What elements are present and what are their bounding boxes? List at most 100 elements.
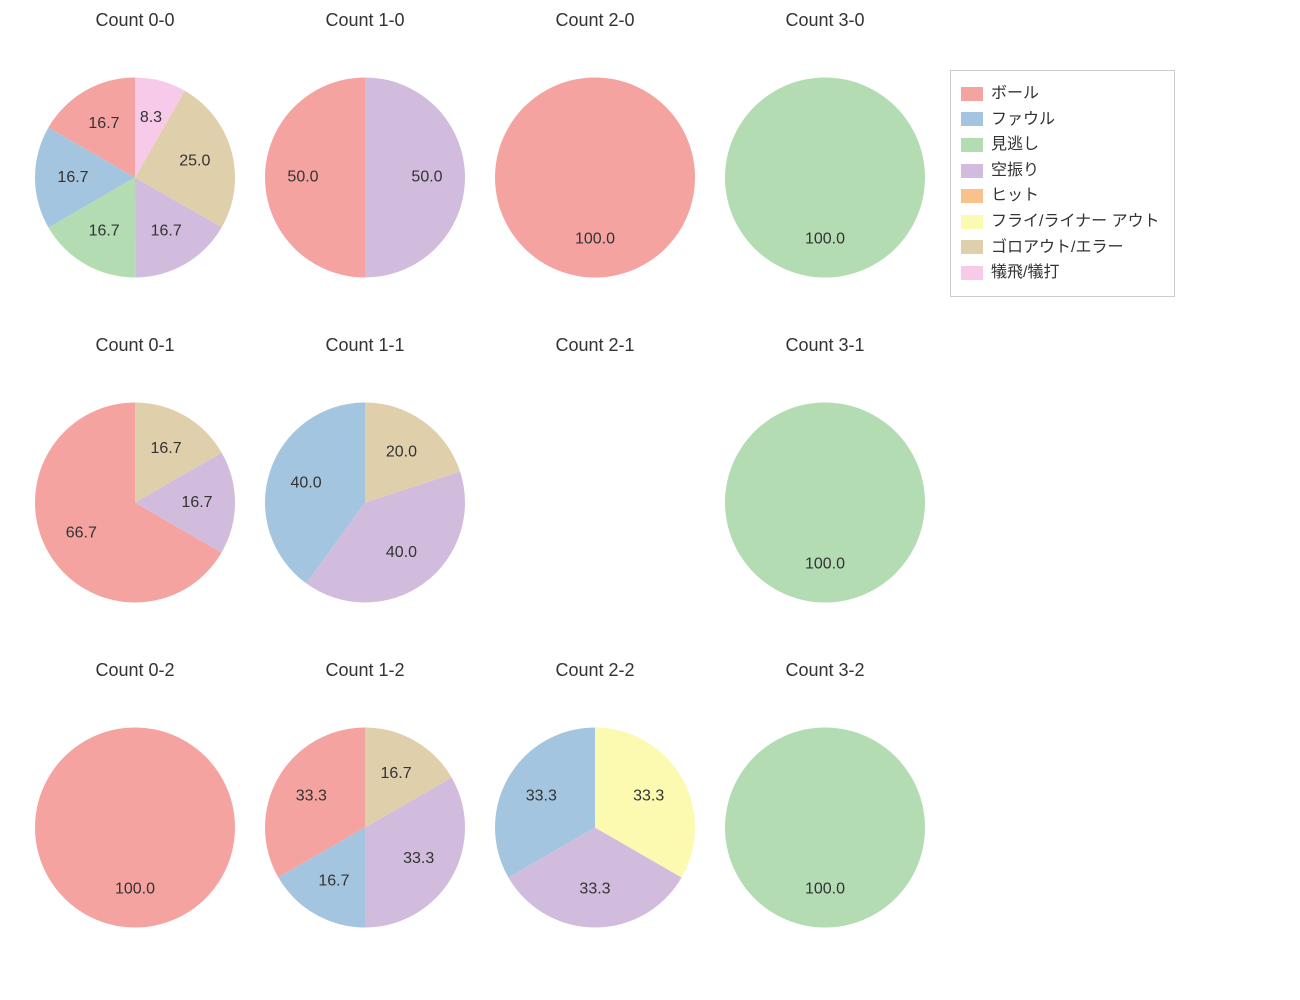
pie-chart: Count 1-1 40.0 40.0 20.0 <box>250 335 480 645</box>
legend-item: ボール <box>961 81 1160 107</box>
chart-title: Count 0-1 <box>20 335 250 356</box>
pie-chart: Count 0-2 100.0 <box>20 660 250 970</box>
pie-svg: 33.3 33.3 33.3 <box>475 708 715 948</box>
slice-label: 40.0 <box>386 544 417 561</box>
slice-label: 100.0 <box>575 231 615 248</box>
pie-chart: Count 2-2 33.3 33.3 33.3 <box>480 660 710 970</box>
slice-label: 100.0 <box>805 231 845 248</box>
chart-title: Count 2-1 <box>480 335 710 356</box>
chart-title: Count 3-2 <box>710 660 940 681</box>
slice-label: 16.7 <box>57 169 88 186</box>
legend-swatch <box>961 112 983 126</box>
chart-title: Count 1-2 <box>250 660 480 681</box>
pie-wrap <box>475 383 715 628</box>
pie-wrap: 100.0 <box>705 708 945 953</box>
legend-swatch <box>961 215 983 229</box>
legend-swatch <box>961 138 983 152</box>
pie-chart: Count 2-0 100.0 <box>480 10 710 320</box>
legend-label: 空振り <box>991 158 1039 184</box>
legend-label: 犠飛/犠打 <box>991 260 1059 286</box>
legend-item: 見逃し <box>961 132 1160 158</box>
pie-svg: 16.7 16.7 16.7 16.7 25.0 8.3 <box>15 58 255 298</box>
legend-item: ファウル <box>961 107 1160 133</box>
pie-svg <box>475 383 715 623</box>
legend-label: ゴロアウト/エラー <box>991 235 1123 261</box>
slice-label: 100.0 <box>805 881 845 898</box>
pie-chart: Count 1-2 33.3 16.7 33.3 16.7 <box>250 660 480 970</box>
legend-swatch <box>961 266 983 280</box>
pie-wrap: 100.0 <box>475 58 715 303</box>
pie-chart: Count 0-1 66.7 16.7 16.7 <box>20 335 250 645</box>
pie-wrap: 33.3 16.7 33.3 16.7 <box>245 708 485 953</box>
pie-svg: 33.3 16.7 33.3 16.7 <box>245 708 485 948</box>
chart-title: Count 3-0 <box>710 10 940 31</box>
slice-label: 20.0 <box>386 444 417 461</box>
legend-swatch <box>961 189 983 203</box>
pie-svg: 40.0 40.0 20.0 <box>245 383 485 623</box>
slice-label: 33.3 <box>526 788 557 805</box>
slice-label: 25.0 <box>179 152 210 169</box>
slice-label: 16.7 <box>89 222 120 239</box>
pie-wrap: 100.0 <box>705 58 945 303</box>
pie-wrap: 100.0 <box>705 383 945 628</box>
slice-label: 16.7 <box>318 872 349 889</box>
legend-item: ゴロアウト/エラー <box>961 235 1160 261</box>
chart-title: Count 2-0 <box>480 10 710 31</box>
slice-label: 33.3 <box>633 788 664 805</box>
slice-label: 16.7 <box>151 222 182 239</box>
legend-swatch <box>961 240 983 254</box>
slice-label: 33.3 <box>296 788 327 805</box>
chart-title: Count 1-0 <box>250 10 480 31</box>
slice-label: 50.0 <box>411 169 442 186</box>
legend-label: ヒット <box>991 183 1039 209</box>
legend-item: 空振り <box>961 158 1160 184</box>
legend-item: 犠飛/犠打 <box>961 260 1160 286</box>
slice-label: 16.7 <box>150 440 181 457</box>
pie-chart: Count 3-2 100.0 <box>710 660 940 970</box>
chart-title: Count 3-1 <box>710 335 940 356</box>
slice-label: 16.7 <box>88 115 119 132</box>
legend-item: フライ/ライナー アウト <box>961 209 1160 235</box>
chart-title: Count 2-2 <box>480 660 710 681</box>
slice-label: 50.0 <box>287 169 318 186</box>
pie-svg: 100.0 <box>705 383 945 623</box>
pie-wrap: 33.3 33.3 33.3 <box>475 708 715 953</box>
slice-label: 40.0 <box>290 475 321 492</box>
pie-chart: Count 0-0 16.7 16.7 16.7 16.7 25.0 8.3 <box>20 10 250 320</box>
chart-grid: Count 0-0 16.7 16.7 16.7 16.7 25.0 8.3 Count 1-… <box>0 0 1300 1000</box>
pie-chart: Count 3-1 100.0 <box>710 335 940 645</box>
legend-label: フライ/ライナー アウト <box>991 209 1160 235</box>
pie-svg: 50.0 50.0 <box>245 58 485 298</box>
slice-label: 100.0 <box>805 556 845 573</box>
pie-wrap: 50.0 50.0 <box>245 58 485 303</box>
pie-chart: Count 2-1 <box>480 335 710 645</box>
slice-label: 16.7 <box>181 494 212 511</box>
pie-wrap: 66.7 16.7 16.7 <box>15 383 255 628</box>
slice-label: 66.7 <box>66 525 97 542</box>
legend: ボールファウル見逃し空振りヒットフライ/ライナー アウトゴロアウト/エラー犠飛/… <box>950 70 1175 297</box>
chart-title: Count 1-1 <box>250 335 480 356</box>
slice-label: 16.7 <box>380 765 411 782</box>
pie-wrap: 16.7 16.7 16.7 16.7 25.0 8.3 <box>15 58 255 303</box>
pie-wrap: 40.0 40.0 20.0 <box>245 383 485 628</box>
legend-swatch <box>961 87 983 101</box>
chart-title: Count 0-2 <box>20 660 250 681</box>
pie-chart: Count 1-0 50.0 50.0 <box>250 10 480 320</box>
legend-label: ファウル <box>991 107 1055 133</box>
slice-label: 8.3 <box>140 109 162 126</box>
legend-label: 見逃し <box>991 132 1039 158</box>
slice-label: 100.0 <box>115 881 155 898</box>
chart-title: Count 0-0 <box>20 10 250 31</box>
slice-label: 33.3 <box>579 881 610 898</box>
pie-svg: 100.0 <box>475 58 715 298</box>
legend-item: ヒット <box>961 183 1160 209</box>
legend-label: ボール <box>991 81 1039 107</box>
pie-svg: 100.0 <box>705 58 945 298</box>
pie-svg: 66.7 16.7 16.7 <box>15 383 255 623</box>
pie-chart: Count 3-0 100.0 <box>710 10 940 320</box>
pie-svg: 100.0 <box>15 708 255 948</box>
legend-swatch <box>961 164 983 178</box>
pie-wrap: 100.0 <box>15 708 255 953</box>
slice-label: 33.3 <box>403 850 434 867</box>
pie-svg: 100.0 <box>705 708 945 948</box>
